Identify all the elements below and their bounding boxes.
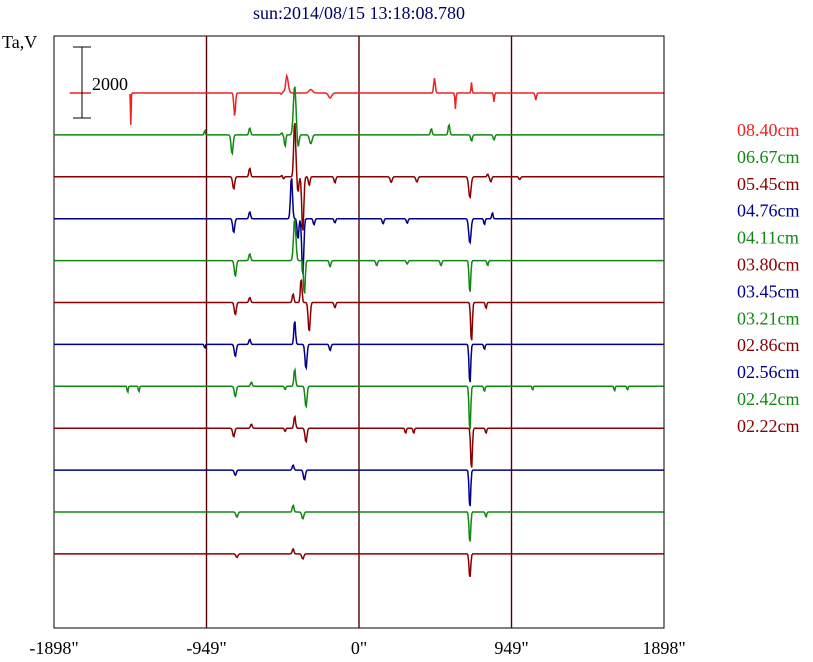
scale-bar-label: 2000 — [92, 74, 128, 94]
legend: 08.40cm 06.67cm 05.45cm 04.76cm 04.11cm 03.80… — [737, 120, 800, 436]
legend-label-02.22cm: 02.22cm — [737, 416, 800, 436]
series-line-02.86cm — [54, 414, 664, 468]
legend-label-03.80cm: 03.80cm — [737, 255, 800, 275]
x-tick-label-1: -949" — [186, 638, 226, 658]
x-tick-label-0: -1898" — [29, 638, 78, 658]
legend-label-02.42cm: 02.42cm — [737, 389, 800, 409]
legend-label-02.56cm: 02.56cm — [737, 362, 800, 382]
x-tick-labels: -1898" -949" 0" 949" 1898" — [29, 638, 685, 658]
scale-bar-label-backdrop — [91, 74, 131, 94]
series-line-02.42cm — [54, 503, 664, 542]
series-line-02.56cm — [54, 464, 664, 507]
chart-title: sun:2014/08/15 13:18:08.780 — [253, 3, 465, 23]
series-line-03.80cm — [54, 279, 664, 341]
series-line-03.45cm — [54, 321, 664, 383]
series-line-03.21cm — [54, 367, 664, 430]
legend-label-04.11cm: 04.11cm — [737, 228, 799, 248]
x-tick-label-2: 0" — [351, 638, 367, 658]
series-line-05.45cm — [54, 122, 664, 231]
legend-label-08.40cm: 08.40cm — [737, 120, 800, 140]
series-line-08.40cm — [69, 73, 664, 125]
legend-label-03.45cm: 03.45cm — [737, 281, 800, 301]
series-line-04.76cm — [54, 178, 664, 275]
series-line-02.22cm — [54, 547, 664, 578]
legend-label-04.76cm: 04.76cm — [737, 201, 800, 221]
vertical-gridlines — [205, 36, 513, 628]
x-tick-label-3: 949" — [494, 638, 528, 658]
y-axis-label: Ta,V — [2, 32, 37, 52]
legend-label-06.67cm: 06.67cm — [737, 147, 800, 167]
x-tick-label-4: 1898" — [642, 638, 685, 658]
scale-bar: 2000 — [73, 46, 131, 119]
series-lines — [54, 73, 664, 578]
series-line-06.67cm — [54, 86, 664, 156]
legend-label-05.45cm: 05.45cm — [737, 174, 800, 194]
series-line-04.11cm — [54, 219, 664, 294]
legend-label-03.21cm: 03.21cm — [737, 308, 800, 328]
legend-label-02.86cm: 02.86cm — [737, 335, 800, 355]
